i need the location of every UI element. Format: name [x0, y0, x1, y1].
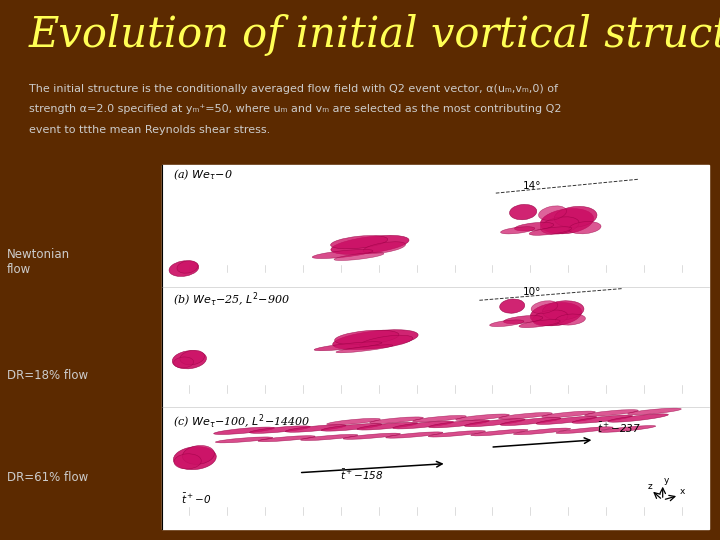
Ellipse shape	[471, 429, 528, 436]
Ellipse shape	[357, 422, 418, 430]
Ellipse shape	[369, 417, 423, 423]
Text: (a) $We_\tau$$-$0: (a) $We_\tau$$-$0	[173, 167, 233, 182]
Ellipse shape	[628, 408, 681, 415]
Text: 10°: 10°	[523, 287, 541, 297]
Ellipse shape	[331, 235, 409, 254]
Ellipse shape	[180, 350, 204, 365]
Ellipse shape	[177, 261, 198, 273]
Ellipse shape	[334, 253, 384, 260]
Ellipse shape	[490, 320, 524, 327]
Ellipse shape	[585, 410, 639, 416]
Ellipse shape	[360, 335, 413, 348]
Ellipse shape	[515, 222, 554, 231]
Ellipse shape	[343, 433, 400, 440]
Text: x: x	[680, 488, 685, 496]
Text: (b) $We_\tau$$-$25, $L^2$$-$900: (b) $We_\tau$$-$25, $L^2$$-$900	[173, 291, 290, 309]
Bar	[162, 165, 709, 529]
Text: Evolution of initial vortical structures: Evolution of initial vortical structures	[29, 14, 720, 56]
Ellipse shape	[464, 418, 525, 427]
Ellipse shape	[335, 330, 399, 345]
Ellipse shape	[541, 217, 579, 234]
Text: 14°: 14°	[523, 181, 541, 192]
Ellipse shape	[500, 299, 525, 313]
Ellipse shape	[428, 430, 485, 437]
Text: $\bar{t}^+$$-$0: $\bar{t}^+$$-$0	[181, 492, 211, 507]
Ellipse shape	[258, 436, 315, 442]
Ellipse shape	[572, 415, 633, 423]
Ellipse shape	[327, 418, 380, 425]
Ellipse shape	[533, 310, 568, 326]
Ellipse shape	[214, 427, 274, 435]
Text: (c) $We_\tau$$-$100, $L^2$$-$14400: (c) $We_\tau$$-$100, $L^2$$-$14400	[173, 413, 310, 431]
Ellipse shape	[174, 454, 202, 469]
Ellipse shape	[556, 427, 613, 434]
Ellipse shape	[413, 415, 467, 422]
Text: z: z	[648, 482, 652, 490]
Ellipse shape	[169, 261, 199, 276]
Ellipse shape	[300, 435, 358, 441]
Ellipse shape	[531, 301, 558, 314]
Ellipse shape	[250, 426, 310, 434]
Ellipse shape	[541, 411, 595, 417]
Ellipse shape	[510, 205, 536, 220]
Text: $\bar{t}^+$$-$237: $\bar{t}^+$$-$237	[597, 421, 641, 435]
Ellipse shape	[531, 302, 582, 326]
Text: The initial structure is the conditionally averaged flow field with Q2 event vec: The initial structure is the conditional…	[29, 84, 558, 94]
Ellipse shape	[503, 315, 543, 323]
Ellipse shape	[536, 416, 597, 424]
Ellipse shape	[174, 447, 216, 470]
Ellipse shape	[182, 446, 215, 464]
Ellipse shape	[285, 424, 346, 432]
Ellipse shape	[500, 227, 535, 234]
Text: event to ttthe mean Reynolds shear stress.: event to ttthe mean Reynolds shear stres…	[29, 125, 270, 135]
Ellipse shape	[539, 206, 567, 220]
Ellipse shape	[312, 249, 373, 259]
Text: Newtonian
flow: Newtonian flow	[7, 248, 71, 276]
Ellipse shape	[321, 423, 382, 431]
Text: strength α=2.0 specified at yₘ⁺=50, where uₘ and vₘ are selected as the most con: strength α=2.0 specified at yₘ⁺=50, wher…	[29, 104, 562, 114]
Ellipse shape	[608, 414, 668, 422]
Ellipse shape	[499, 413, 552, 419]
Ellipse shape	[333, 330, 418, 349]
Text: y: y	[664, 476, 670, 485]
Ellipse shape	[393, 421, 454, 429]
Text: DR=18% flow: DR=18% flow	[7, 369, 89, 382]
Text: $\bar{t}^+$$-$158: $\bar{t}^+$$-$158	[340, 468, 383, 482]
Ellipse shape	[598, 426, 656, 433]
Ellipse shape	[174, 357, 194, 368]
Ellipse shape	[555, 314, 585, 325]
Ellipse shape	[542, 301, 584, 320]
Ellipse shape	[363, 242, 405, 253]
Ellipse shape	[519, 320, 560, 328]
Ellipse shape	[529, 227, 572, 235]
Text: DR=61% flow: DR=61% flow	[7, 471, 89, 484]
Ellipse shape	[215, 437, 273, 443]
Ellipse shape	[428, 420, 490, 428]
Ellipse shape	[456, 414, 509, 421]
Ellipse shape	[554, 206, 597, 227]
Ellipse shape	[330, 235, 387, 249]
Ellipse shape	[336, 345, 393, 353]
Ellipse shape	[500, 417, 561, 426]
Ellipse shape	[540, 208, 593, 234]
Ellipse shape	[569, 221, 601, 234]
Ellipse shape	[513, 428, 570, 435]
Ellipse shape	[386, 432, 443, 438]
Ellipse shape	[314, 342, 382, 350]
Ellipse shape	[172, 350, 207, 369]
